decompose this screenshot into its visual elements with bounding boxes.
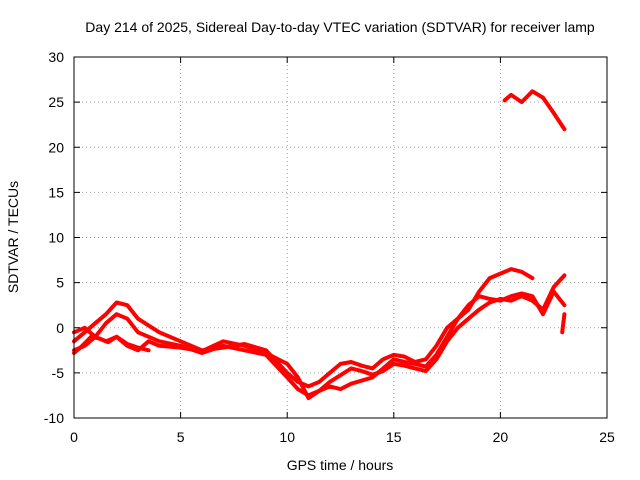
x-axis-label: GPS time / hours: [287, 457, 394, 473]
x-tick-labels: 0 5 10 15 20 25: [70, 429, 615, 445]
y-tick-label: -5: [52, 365, 65, 381]
y-tick-label: 15: [48, 184, 64, 200]
y-tick-label: 0: [56, 320, 64, 336]
x-tick-label: 25: [599, 429, 615, 445]
series-line-track-2: [72, 273, 567, 398]
y-tick-labels: -10 -5 0 5 10 15 20 25 30: [44, 49, 64, 426]
series-layer: [72, 89, 567, 401]
y-axis-label: SDTVAR / TECUs: [5, 181, 21, 293]
x-tick-label: 5: [177, 429, 185, 445]
grid-lines: [74, 57, 607, 418]
x-tick-label: 10: [279, 429, 295, 445]
series-line-track-4: [502, 89, 567, 132]
series-line-track-6: [560, 312, 567, 335]
y-tick-label: 30: [48, 49, 64, 65]
x-tick-label: 15: [386, 429, 402, 445]
x-tick-label: 0: [70, 429, 78, 445]
y-tick-label: -10: [44, 410, 64, 426]
chart-title: Day 214 of 2025, Sidereal Day-to-day VTE…: [85, 19, 595, 35]
x-tick-label: 20: [493, 429, 509, 445]
series-line-track-3: [72, 289, 567, 401]
y-tick-label: 10: [48, 230, 64, 246]
y-tick-label: 5: [56, 275, 64, 291]
series-line-track-1: [72, 267, 535, 389]
series-line-track-5: [72, 334, 151, 355]
axis-ticks: [73, 56, 608, 419]
y-tick-label: 25: [48, 94, 64, 110]
y-tick-label: 20: [48, 139, 64, 155]
